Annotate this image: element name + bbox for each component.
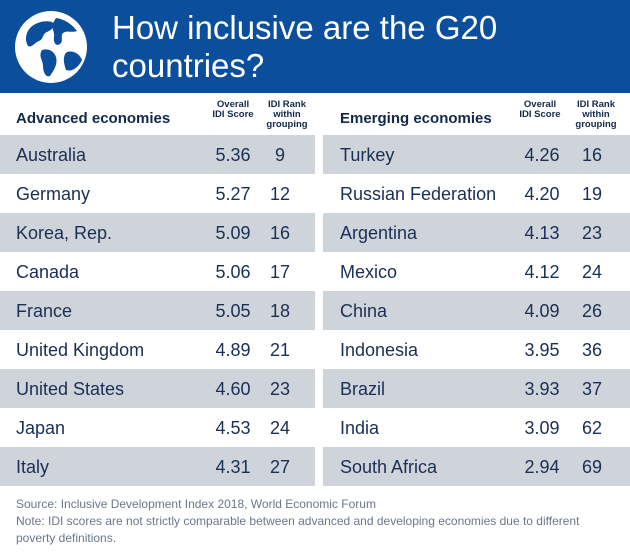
idi-score: 4.12 <box>524 262 560 282</box>
idi-score: 2.94 <box>524 457 560 477</box>
emerging-score-header: Overall IDI Score <box>519 99 561 120</box>
idi-score: 4.09 <box>524 301 560 321</box>
idi-score: 5.09 <box>215 223 251 243</box>
idi-rank: 12 <box>269 184 291 204</box>
idi-score: 5.27 <box>215 184 251 204</box>
idi-rank: 16 <box>269 223 291 243</box>
emerging-table: Turkey 4.26 16 Russian Federation 4.20 19 Arge… <box>323 135 630 486</box>
idi-score: 3.93 <box>524 379 560 399</box>
table-row: Brazil 3.93 37 <box>323 369 630 408</box>
idi-rank: 24 <box>581 262 603 282</box>
emerging-column-header: Emerging economies Overall IDI Score IDI… <box>323 93 630 135</box>
idi-score: 5.36 <box>215 145 251 165</box>
country-name: Canada <box>16 262 80 282</box>
country-name: Russian Federation <box>340 184 497 204</box>
idi-score: 4.53 <box>215 418 251 438</box>
country-name: United States <box>16 379 125 399</box>
idi-rank: 62 <box>581 418 603 438</box>
table-row: United States 4.60 23 <box>0 369 315 408</box>
idi-score: 4.13 <box>524 223 560 243</box>
table-row: France 5.05 18 <box>0 291 315 330</box>
table-row: Italy 4.31 27 <box>0 447 315 486</box>
idi-score: 5.05 <box>215 301 251 321</box>
idi-rank: 69 <box>581 457 603 477</box>
table-row: Mexico 4.12 24 <box>323 252 630 291</box>
country-name: Indonesia <box>340 340 419 360</box>
footer-notes: Source: Inclusive Development Index 2018… <box>16 496 616 547</box>
advanced-rank-header: IDI Rank within grouping <box>266 99 308 130</box>
note-text: Note: IDI scores are not strictly compar… <box>16 514 580 545</box>
country-name: Argentina <box>340 223 418 243</box>
idi-rank: 26 <box>581 301 603 321</box>
idi-rank: 23 <box>581 223 603 243</box>
idi-score: 5.06 <box>215 262 251 282</box>
idi-score: 3.95 <box>524 340 560 360</box>
table-row: Australia 5.36 9 <box>0 135 315 174</box>
country-name: Mexico <box>340 262 398 282</box>
table-row: Japan 4.53 24 <box>0 408 315 447</box>
country-name: China <box>340 301 388 321</box>
country-name: Italy <box>16 457 50 477</box>
country-name: South Africa <box>340 457 438 477</box>
idi-rank: 17 <box>269 262 291 282</box>
idi-score: 4.31 <box>215 457 251 477</box>
header-banner: How inclusive are the G20 countries? <box>0 0 630 93</box>
emerging-economies-panel: Emerging economies Overall IDI Score IDI… <box>323 93 630 486</box>
table-row: India 3.09 62 <box>323 408 630 447</box>
emerging-rank-header: IDI Rank within grouping <box>575 99 617 130</box>
country-name: Korea, Rep. <box>16 223 113 243</box>
idi-rank: 23 <box>269 379 291 399</box>
country-name: Brazil <box>340 379 386 399</box>
idi-rank: 16 <box>581 145 603 165</box>
country-name: Turkey <box>340 145 395 165</box>
advanced-score-header: Overall IDI Score <box>212 99 254 120</box>
table-row: United Kingdom 4.89 21 <box>0 330 315 369</box>
idi-rank: 27 <box>269 457 291 477</box>
idi-rank: 37 <box>581 379 603 399</box>
idi-rank: 24 <box>269 418 291 438</box>
idi-rank: 36 <box>581 340 603 360</box>
idi-score: 4.20 <box>524 184 560 204</box>
idi-score: 4.89 <box>215 340 251 360</box>
country-name: India <box>340 418 380 438</box>
table-row: South Africa 2.94 69 <box>323 447 630 486</box>
page-title: How inclusive are the G20 countries? <box>112 9 498 84</box>
idi-score: 4.60 <box>215 379 251 399</box>
country-name: Japan <box>16 418 66 438</box>
idi-rank: 9 <box>274 145 285 165</box>
advanced-table: Australia 5.36 9 Germany 5.27 12 Korea, Rep. 5.… <box>0 135 315 486</box>
table-row: Indonesia 3.95 36 <box>323 330 630 369</box>
table-row: Germany 5.27 12 <box>0 174 315 213</box>
globe-icon <box>15 11 87 83</box>
country-name: Australia <box>16 145 87 165</box>
emerging-heading: Emerging economies <box>340 110 492 127</box>
table-row: Argentina 4.13 23 <box>323 213 630 252</box>
table-row: Korea, Rep. 5.09 16 <box>0 213 315 252</box>
idi-score: 4.26 <box>524 145 560 165</box>
idi-score: 3.09 <box>524 418 560 438</box>
table-row: Turkey 4.26 16 <box>323 135 630 174</box>
table-row: China 4.09 26 <box>323 291 630 330</box>
idi-rank: 18 <box>269 301 291 321</box>
source-text: Source: Inclusive Development Index 2018… <box>16 497 376 511</box>
advanced-economies-panel: Advanced economies Overall IDI Score IDI… <box>0 93 315 486</box>
country-name: France <box>16 301 73 321</box>
country-name: Germany <box>16 184 91 204</box>
advanced-column-header: Advanced economies Overall IDI Score IDI… <box>0 93 315 135</box>
advanced-heading: Advanced economies <box>16 110 171 127</box>
idi-rank: 19 <box>581 184 603 204</box>
country-name: United Kingdom <box>16 340 145 360</box>
table-row: Russian Federation 4.20 19 <box>323 174 630 213</box>
idi-rank: 21 <box>269 340 291 360</box>
table-row: Canada 5.06 17 <box>0 252 315 291</box>
